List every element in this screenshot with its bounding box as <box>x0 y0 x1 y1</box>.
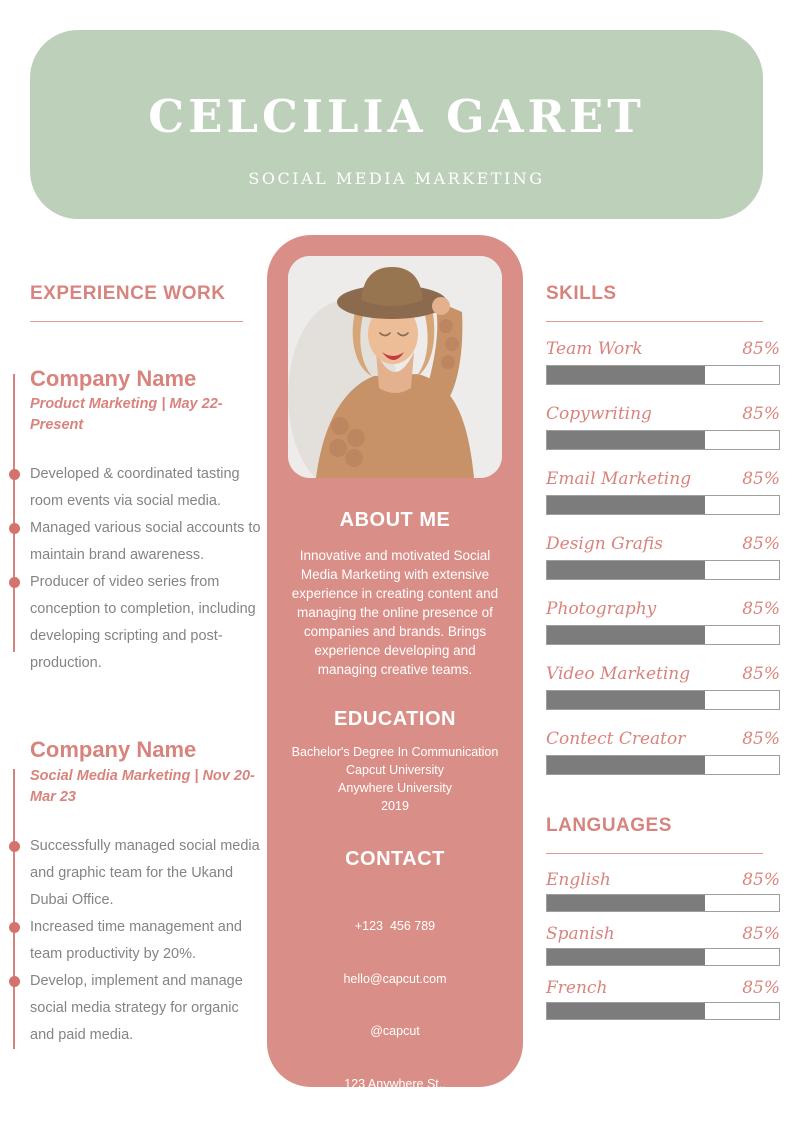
language-row: Spanish 85% <box>546 924 780 966</box>
language-progress-bar <box>546 947 780 966</box>
contact-email: hello@capcut.com <box>343 971 447 986</box>
contact-heading: CONTACT <box>345 848 445 870</box>
contact-handle: @capcut <box>370 1024 420 1038</box>
skill-percent: 85% <box>742 403 780 424</box>
skill-name: Design Grafis <box>546 533 663 554</box>
job-bullet-list: Successfully managed social media and gr… <box>8 833 264 1049</box>
contact-phone: +123 456 789 <box>354 919 436 933</box>
language-progress-fill <box>547 894 705 911</box>
language-row: English 85% <box>546 870 780 912</box>
skill-row: Video Marketing 85% <box>546 664 780 710</box>
skill-row: Contect Creator 85% <box>546 729 780 775</box>
language-progress-bar <box>546 1001 780 1020</box>
language-name: French <box>546 977 608 998</box>
skill-progress-fill <box>547 625 705 644</box>
skill-progress-fill <box>547 430 705 449</box>
skill-progress-bar <box>546 624 780 645</box>
contact-details: +123 456 789 hello@capcut.com @capcut 12… <box>267 883 523 1122</box>
skill-progress-fill <box>547 560 705 579</box>
skills-list: Team Work 85% Copywriting 85% Email Mark… <box>546 339 780 775</box>
job-bullet: Increased time management and team produ… <box>8 914 264 968</box>
skill-percent: 85% <box>742 338 780 359</box>
language-progress-fill <box>547 948 705 965</box>
skill-progress-fill <box>547 690 705 709</box>
skill-progress-bar <box>546 689 780 710</box>
skill-name: Video Marketing <box>546 663 691 684</box>
skill-percent: 85% <box>742 728 780 749</box>
divider <box>546 320 763 322</box>
about-text: Innovative and motivated Social Media Ma… <box>291 548 499 677</box>
experience-section: EXPERIENCE WORK Company Name Product Mar… <box>8 283 264 1050</box>
experience-heading: EXPERIENCE WORK <box>30 283 226 304</box>
language-name: Spanish <box>546 923 615 944</box>
education-details: Bachelor's Degree In Communication Capcu… <box>267 743 523 815</box>
job-meta: Product Marketing | May 22-Present <box>30 396 223 434</box>
job-entry-2: Company Name Social Media Marketing | No… <box>8 737 264 1050</box>
language-progress-bar <box>546 893 780 912</box>
skill-name: Contect Creator <box>546 728 686 749</box>
portrait-illustration <box>288 256 502 478</box>
skill-percent: 85% <box>742 533 780 554</box>
languages-list: English 85% Spanish 85% French 85% <box>546 870 780 1020</box>
contact-address-line1: 123 Anywhere St., <box>344 1076 446 1091</box>
skill-row: Copywriting 85% <box>546 404 780 450</box>
skill-progress-bar <box>546 364 780 385</box>
skill-progress-bar <box>546 494 780 515</box>
skill-name: Team Work <box>546 338 643 359</box>
languages-section: LANGUAGES English 85% Spanish 85% <box>546 815 780 1020</box>
education-heading: EDUCATION <box>334 708 456 730</box>
language-row: French 85% <box>546 978 780 1020</box>
skill-progress-bar <box>546 754 780 775</box>
skill-name: Email Marketing <box>546 468 692 489</box>
skills-heading: SKILLS <box>546 283 617 304</box>
skill-name: Photography <box>546 598 657 619</box>
education-university-2: Anywhere University <box>338 781 452 795</box>
skill-progress-fill <box>547 755 705 774</box>
skill-percent: 85% <box>742 598 780 619</box>
skill-percent: 85% <box>742 468 780 489</box>
job-entry-1: Company Name Product Marketing | May 22-… <box>8 365 264 677</box>
education-university: Capcut University <box>346 763 444 777</box>
skill-progress-fill <box>547 495 705 514</box>
job-bullet: Producer of video series from conception… <box>8 569 264 677</box>
job-meta: Social Media Marketing | Nov 20-Mar 23 <box>30 767 255 805</box>
person-name: CELCILIA GARET <box>148 90 645 143</box>
company-name: Company Name <box>30 365 197 391</box>
job-bullet: Developed & coordinated tasting room eve… <box>8 461 264 515</box>
language-percent: 85% <box>742 923 780 944</box>
job-bullet: Successfully managed social media and gr… <box>8 833 264 914</box>
profile-panel: ABOUT ME Innovative and motivated Social… <box>267 235 523 1091</box>
divider <box>30 320 243 322</box>
job-title-subtitle: SOCIAL MEDIA MARKETING <box>248 169 545 188</box>
education-year: 2019 <box>381 799 409 813</box>
skill-row: Photography 85% <box>546 599 780 645</box>
language-percent: 85% <box>742 869 780 890</box>
job-bullet: Managed various social accounts to maint… <box>8 515 264 569</box>
divider <box>546 852 763 854</box>
skill-progress-fill <box>547 365 705 384</box>
language-name: English <box>546 869 611 890</box>
language-progress-fill <box>547 1002 705 1019</box>
skill-row: Email Marketing 85% <box>546 469 780 515</box>
skill-progress-bar <box>546 559 780 580</box>
header-banner: CELCILIA GARET SOCIAL MEDIA MARKETING <box>30 30 763 219</box>
company-name: Company Name <box>30 737 197 763</box>
languages-heading: LANGUAGES <box>546 814 672 836</box>
skills-section: SKILLS Team Work 85% Copywriting 85% Ema… <box>546 283 780 1032</box>
skill-progress-bar <box>546 429 780 450</box>
job-bullet-list: Developed & coordinated tasting room eve… <box>8 461 264 677</box>
skill-percent: 85% <box>742 663 780 684</box>
education-degree: Bachelor's Degree In Communication <box>291 745 499 759</box>
skill-row: Team Work 85% <box>546 339 780 385</box>
about-heading: ABOUT ME <box>339 509 451 531</box>
job-bullet: Develop, implement and manage social med… <box>8 968 264 1049</box>
skill-row: Design Grafis 85% <box>546 534 780 580</box>
skill-name: Copywriting <box>546 403 652 424</box>
language-percent: 85% <box>742 977 780 998</box>
profile-photo <box>288 256 502 478</box>
